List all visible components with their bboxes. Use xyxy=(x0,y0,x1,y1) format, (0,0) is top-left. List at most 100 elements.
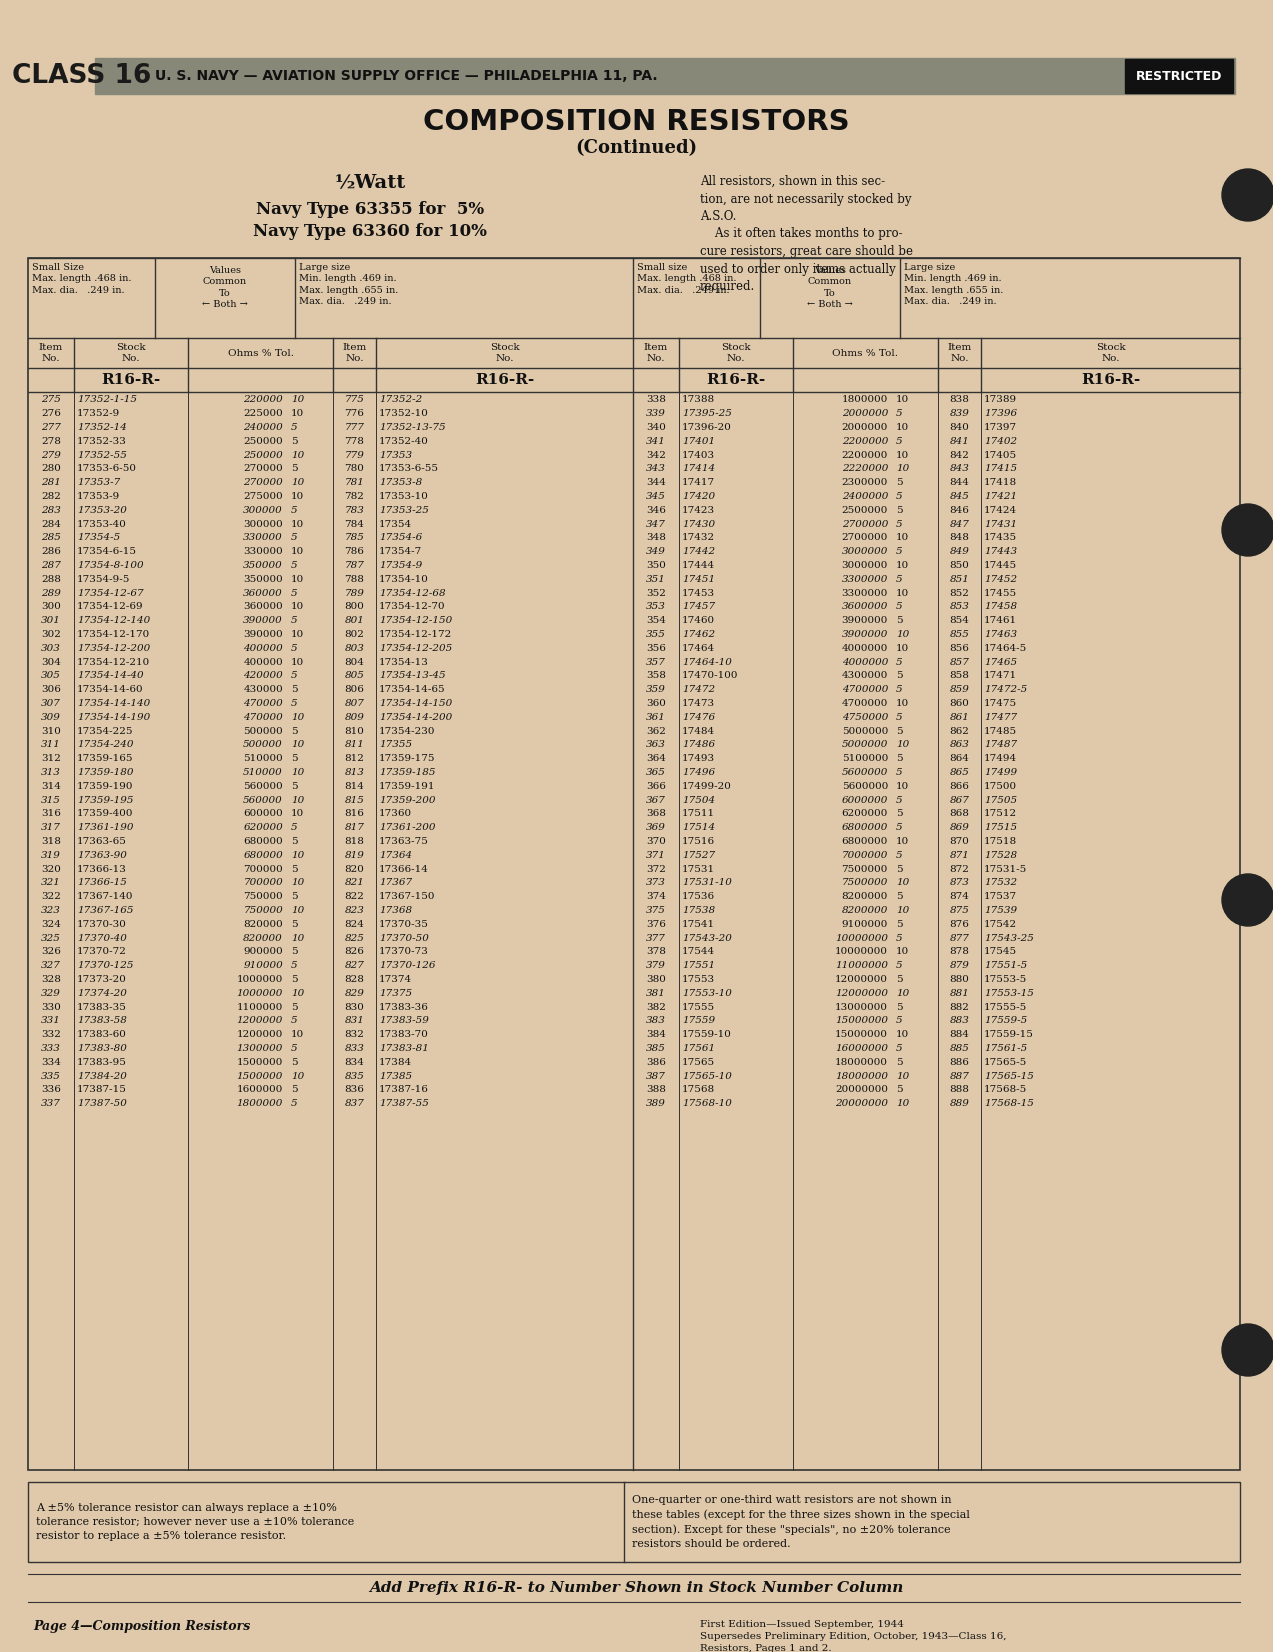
Text: 17363-65: 17363-65 xyxy=(76,838,127,846)
Text: 680000: 680000 xyxy=(243,838,283,846)
Text: 17445: 17445 xyxy=(984,562,1017,570)
Text: 313: 313 xyxy=(41,768,61,776)
Text: 5: 5 xyxy=(292,506,298,515)
Text: 17538: 17538 xyxy=(682,905,715,915)
Text: 17367-140: 17367-140 xyxy=(76,892,134,902)
Text: 4000000: 4000000 xyxy=(841,644,889,653)
Text: 5: 5 xyxy=(292,823,298,833)
Text: Values
Common
To
← Both →: Values Common To ← Both → xyxy=(807,266,853,309)
Text: 823: 823 xyxy=(345,905,364,915)
Text: 17568-10: 17568-10 xyxy=(682,1099,732,1108)
Text: 361: 361 xyxy=(647,712,666,722)
Text: 307: 307 xyxy=(41,699,61,709)
Text: 305: 305 xyxy=(41,671,61,681)
Text: 10: 10 xyxy=(292,477,304,487)
Text: 17370-73: 17370-73 xyxy=(379,947,429,957)
Text: 10: 10 xyxy=(292,809,304,818)
Text: Stock
No.: Stock No. xyxy=(116,344,146,363)
Text: 10: 10 xyxy=(896,395,909,405)
Text: 376: 376 xyxy=(647,920,666,928)
Text: 336: 336 xyxy=(41,1085,61,1094)
Text: 17487: 17487 xyxy=(984,740,1017,750)
Text: 309: 309 xyxy=(41,712,61,722)
Text: 856: 856 xyxy=(950,644,970,653)
Text: 821: 821 xyxy=(345,879,364,887)
Text: Ohms % Tol.: Ohms % Tol. xyxy=(833,349,899,357)
Text: 5: 5 xyxy=(896,506,903,515)
Text: 10: 10 xyxy=(292,768,304,776)
Text: 873: 873 xyxy=(950,879,970,887)
Text: 8200000: 8200000 xyxy=(841,892,889,902)
Text: 18000000: 18000000 xyxy=(835,1072,889,1080)
Text: 10: 10 xyxy=(896,1072,909,1080)
Text: Page 4—Composition Resistors: Page 4—Composition Resistors xyxy=(33,1621,251,1632)
Text: 17383-60: 17383-60 xyxy=(76,1031,127,1039)
Text: 17464-5: 17464-5 xyxy=(984,644,1027,653)
Text: 17366-15: 17366-15 xyxy=(76,879,127,887)
Text: 870: 870 xyxy=(950,838,970,846)
Text: 17551-5: 17551-5 xyxy=(984,961,1027,970)
Text: 13000000: 13000000 xyxy=(835,1003,889,1011)
Text: 830: 830 xyxy=(345,1003,364,1011)
Text: 17555: 17555 xyxy=(682,1003,715,1011)
Text: 270000: 270000 xyxy=(243,464,283,474)
Text: 377: 377 xyxy=(647,933,666,943)
Text: 17353-10: 17353-10 xyxy=(379,492,429,501)
Text: 849: 849 xyxy=(950,547,970,557)
Text: 17553-5: 17553-5 xyxy=(984,975,1027,985)
Text: 17531-5: 17531-5 xyxy=(984,864,1027,874)
Text: 5: 5 xyxy=(292,755,298,763)
Text: 470000: 470000 xyxy=(243,712,283,722)
Text: 6000000: 6000000 xyxy=(841,796,889,805)
Text: 806: 806 xyxy=(345,686,364,694)
Text: 17477: 17477 xyxy=(984,712,1017,722)
Text: 220000: 220000 xyxy=(243,395,283,405)
Text: 5: 5 xyxy=(896,892,903,902)
Text: 5: 5 xyxy=(896,920,903,928)
Text: 17420: 17420 xyxy=(682,492,715,501)
Text: 17473: 17473 xyxy=(682,699,715,709)
Text: 1500000: 1500000 xyxy=(237,1072,283,1080)
Text: 5: 5 xyxy=(292,562,298,570)
Text: 810: 810 xyxy=(345,727,364,735)
Bar xyxy=(1125,59,1234,93)
Text: 17364: 17364 xyxy=(379,851,412,859)
Text: 287: 287 xyxy=(41,562,61,570)
Text: 777: 777 xyxy=(345,423,364,433)
Text: 5: 5 xyxy=(896,796,903,805)
Text: 316: 316 xyxy=(41,809,61,818)
Text: 17367-165: 17367-165 xyxy=(76,905,134,915)
Text: 374: 374 xyxy=(647,892,666,902)
Text: 17472: 17472 xyxy=(682,686,715,694)
Text: 10: 10 xyxy=(896,588,909,598)
Text: 17374: 17374 xyxy=(379,975,412,985)
Text: 10: 10 xyxy=(292,1031,304,1039)
Text: 17354-7: 17354-7 xyxy=(379,547,423,557)
Text: 1300000: 1300000 xyxy=(237,1044,283,1052)
Text: 17361-200: 17361-200 xyxy=(379,823,435,833)
Text: 17387-16: 17387-16 xyxy=(379,1085,429,1094)
Text: 17354-12-210: 17354-12-210 xyxy=(76,657,150,667)
Text: 779: 779 xyxy=(345,451,364,459)
Text: 18000000: 18000000 xyxy=(835,1057,889,1067)
Text: 17499: 17499 xyxy=(984,768,1017,776)
Text: 355: 355 xyxy=(647,629,666,639)
Text: 354: 354 xyxy=(647,616,666,624)
Text: 17417: 17417 xyxy=(682,477,715,487)
Text: 20000000: 20000000 xyxy=(835,1085,889,1094)
Text: 5: 5 xyxy=(292,436,298,446)
Text: 17354-6: 17354-6 xyxy=(379,534,423,542)
Text: 17354-230: 17354-230 xyxy=(379,727,435,735)
Text: 17385: 17385 xyxy=(379,1072,412,1080)
Text: 5: 5 xyxy=(896,410,903,418)
Text: 16000000: 16000000 xyxy=(835,1044,889,1052)
Circle shape xyxy=(1222,169,1273,221)
Text: 17561-5: 17561-5 xyxy=(984,1044,1027,1052)
Text: 372: 372 xyxy=(647,864,666,874)
Text: 17544: 17544 xyxy=(682,947,715,957)
Text: 5: 5 xyxy=(292,961,298,970)
Text: 882: 882 xyxy=(950,1003,970,1011)
Text: 362: 362 xyxy=(647,727,666,735)
Text: 17353-25: 17353-25 xyxy=(379,506,429,515)
Text: 300000: 300000 xyxy=(243,506,283,515)
